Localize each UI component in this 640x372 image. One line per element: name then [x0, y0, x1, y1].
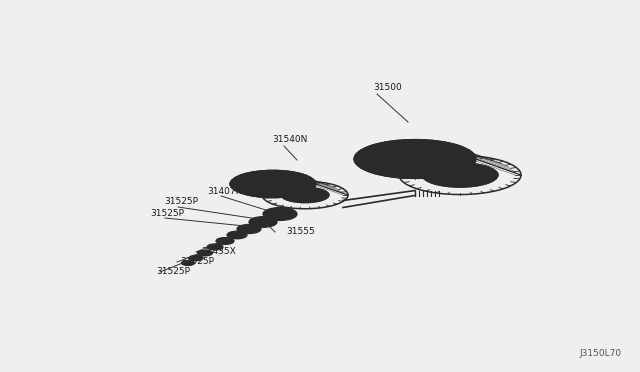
Ellipse shape [209, 245, 221, 249]
Text: 31435X: 31435X [201, 247, 236, 257]
Ellipse shape [216, 238, 234, 244]
Ellipse shape [252, 218, 275, 227]
Ellipse shape [295, 192, 315, 198]
Ellipse shape [377, 147, 453, 171]
Ellipse shape [207, 244, 223, 250]
Ellipse shape [230, 170, 316, 198]
Text: 31555: 31555 [286, 228, 315, 237]
Ellipse shape [354, 140, 476, 179]
Ellipse shape [191, 256, 201, 260]
Ellipse shape [263, 208, 297, 221]
Ellipse shape [444, 170, 476, 180]
Ellipse shape [198, 250, 212, 256]
Ellipse shape [229, 232, 245, 238]
Ellipse shape [266, 209, 294, 219]
Ellipse shape [182, 260, 195, 266]
Ellipse shape [249, 176, 297, 192]
Ellipse shape [281, 187, 329, 203]
Text: 31525P: 31525P [150, 208, 184, 218]
Ellipse shape [422, 163, 498, 187]
Text: 31500: 31500 [373, 83, 402, 93]
Text: 31407N: 31407N [207, 186, 243, 196]
Ellipse shape [237, 224, 261, 234]
Text: 31540N: 31540N [272, 135, 307, 144]
Ellipse shape [189, 255, 203, 261]
Ellipse shape [227, 231, 247, 239]
Ellipse shape [239, 225, 259, 233]
Text: 31525P: 31525P [164, 198, 198, 206]
Text: 31525P: 31525P [156, 267, 190, 276]
Text: J3150L70: J3150L70 [580, 349, 622, 358]
Text: 31525P: 31525P [180, 257, 214, 266]
Ellipse shape [183, 261, 193, 265]
Ellipse shape [249, 217, 277, 227]
Ellipse shape [199, 251, 211, 255]
Ellipse shape [218, 238, 232, 244]
